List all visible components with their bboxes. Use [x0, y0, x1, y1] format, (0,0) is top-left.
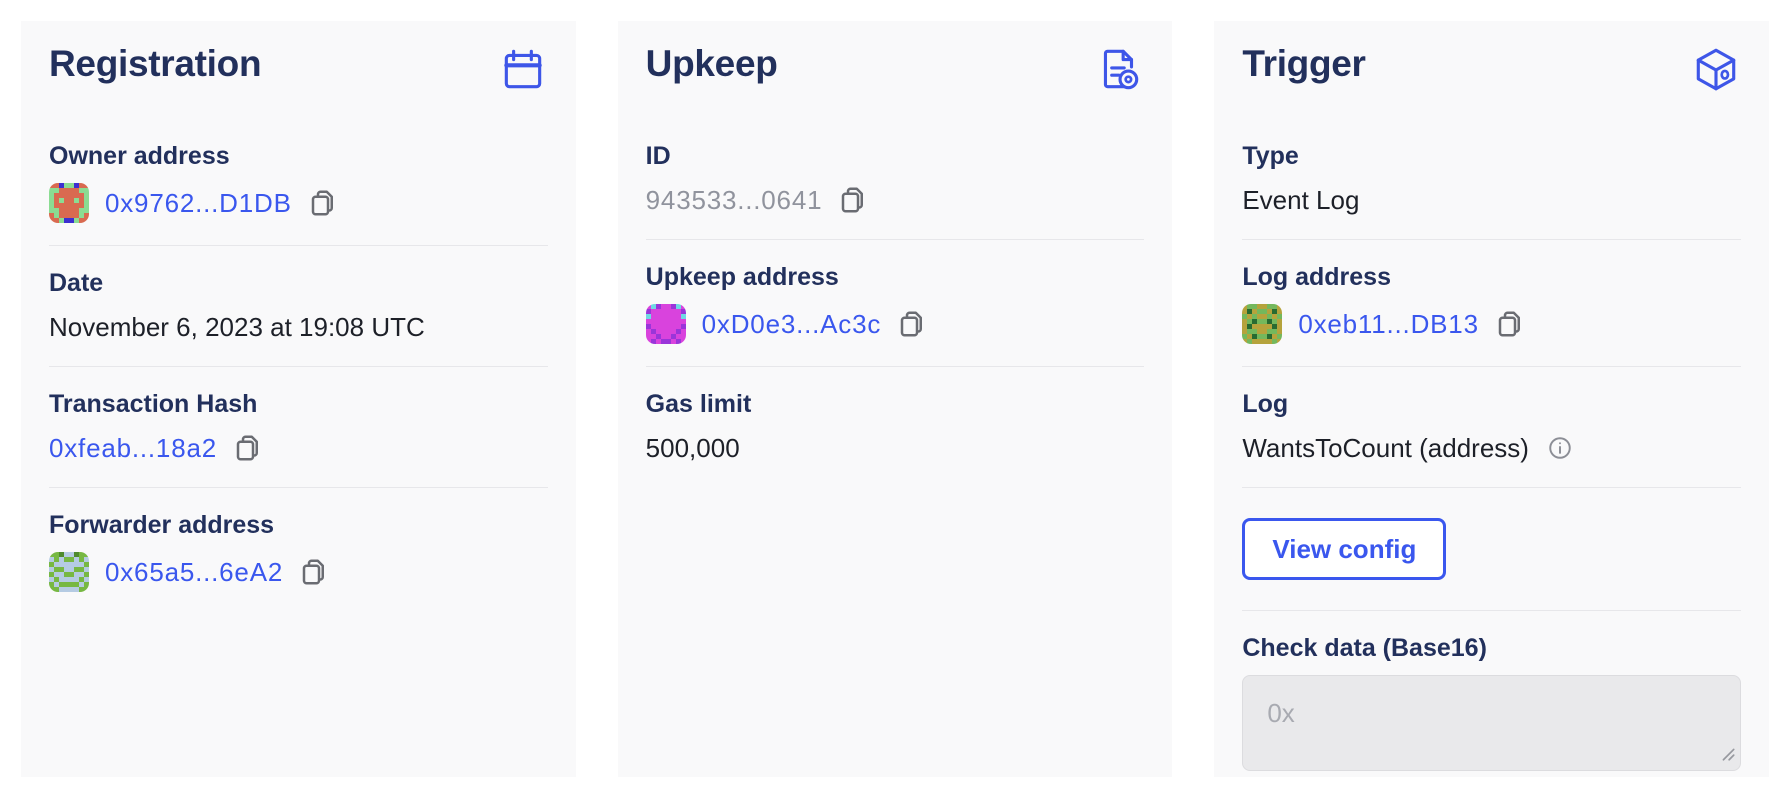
check-data-input[interactable]	[1242, 675, 1742, 771]
log-label: Log	[1242, 390, 1289, 418]
owner-address-avatar	[49, 183, 89, 223]
card-registration-title: Registration	[49, 43, 262, 84]
upkeep-address-label: Upkeep address	[645, 263, 839, 291]
card-upkeep: Upkeep ID 943533...0641	[617, 21, 1173, 777]
field-row-view-config: View config	[1242, 488, 1742, 611]
trigger-type-value: Event Log	[1242, 185, 1360, 215]
card-registration-header: Registration	[49, 43, 548, 95]
check-data-field-wrap	[1242, 675, 1742, 776]
check-data-label: Check data (Base16)	[1242, 634, 1487, 662]
document-gear-icon	[1094, 45, 1144, 95]
field-row-check-data: Check data (Base16)	[1242, 611, 1742, 776]
date-label: Date	[49, 269, 104, 297]
copy-icon[interactable]	[299, 557, 329, 587]
log-address-link[interactable]: 0xeb11...DB13	[1298, 309, 1479, 339]
upkeep-address-link[interactable]: 0xD0e3...Ac3c	[701, 309, 882, 339]
field-row-transaction-hash: Transaction Hash 0xfeab...18a2	[49, 367, 548, 488]
transaction-hash-link[interactable]: 0xfeab...18a2	[49, 433, 217, 463]
owner-address-link[interactable]: 0x9762...D1DB	[105, 188, 292, 218]
log-value: WantsToCount (address)	[1242, 433, 1529, 463]
date-value: November 6, 2023 at 19:08 UTC	[49, 312, 425, 342]
field-row-owner-address: Owner address 0x9762...D1DB	[49, 119, 548, 246]
field-row-log-address: Log address 0xeb11...DB13	[1242, 240, 1742, 367]
field-row-id: ID 943533...0641	[645, 119, 1145, 240]
card-trigger-title: Trigger	[1242, 43, 1366, 84]
field-row-gas-limit: Gas limit 500,000	[646, 367, 1145, 487]
info-icon[interactable]	[1547, 435, 1573, 461]
forwarder-address-link[interactable]: 0x65a5...6eA2	[105, 557, 284, 587]
log-value-row: WantsToCount (address)	[1242, 431, 1741, 465]
field-row-log: Log WantsToCount (address)	[1242, 367, 1742, 488]
forwarder-address-avatar	[49, 552, 89, 592]
id-label: ID	[645, 142, 671, 170]
upkeep-address-avatar	[645, 304, 686, 344]
copy-icon[interactable]	[233, 433, 263, 463]
transaction-hash-value-row: 0xfeab...18a2	[49, 431, 548, 465]
copy-icon[interactable]	[308, 188, 338, 218]
card-upkeep-title: Upkeep	[645, 43, 778, 84]
upkeep-address-value-row: 0xD0e3...Ac3c	[645, 304, 1145, 344]
cube-icon	[1691, 45, 1741, 95]
owner-address-label: Owner address	[49, 142, 230, 170]
card-registration: Registration Owner address 0x9762...D1DB	[21, 21, 576, 777]
card-upkeep-header: Upkeep	[646, 43, 1145, 95]
calendar-icon	[498, 45, 548, 95]
copy-icon[interactable]	[897, 309, 927, 339]
forwarder-address-value-row: 0x65a5...6eA2	[49, 552, 548, 592]
id-value-row: 943533...0641	[646, 183, 1145, 217]
field-row-date: Date November 6, 2023 at 19:08 UTC	[49, 246, 548, 367]
gas-limit-value: 500,000	[645, 433, 740, 463]
gas-limit-label: Gas limit	[645, 390, 752, 418]
copy-icon[interactable]	[838, 185, 868, 215]
upkeep-id-value: 943533...0641	[645, 185, 823, 215]
log-address-value-row: 0xeb11...DB13	[1242, 304, 1741, 344]
view-config-button[interactable]: View config	[1242, 518, 1447, 580]
log-address-avatar	[1242, 304, 1283, 344]
trigger-type-label: Type	[1242, 142, 1299, 170]
log-address-label: Log address	[1242, 263, 1391, 291]
forwarder-address-label: Forwarder address	[49, 511, 275, 539]
field-row-trigger-type: Type Event Log	[1242, 119, 1742, 240]
owner-address-value-row: 0x9762...D1DB	[49, 183, 548, 223]
card-trigger: Trigger Type Event Log Log address 0xeb1…	[1214, 21, 1770, 777]
field-row-forwarder-address: Forwarder address 0x65a5...6eA2	[49, 488, 548, 614]
copy-icon[interactable]	[1495, 309, 1525, 339]
field-row-upkeep-address: Upkeep address 0xD0e3...Ac3c	[645, 240, 1145, 367]
card-trigger-header: Trigger	[1242, 43, 1741, 95]
transaction-hash-label: Transaction Hash	[49, 390, 258, 418]
